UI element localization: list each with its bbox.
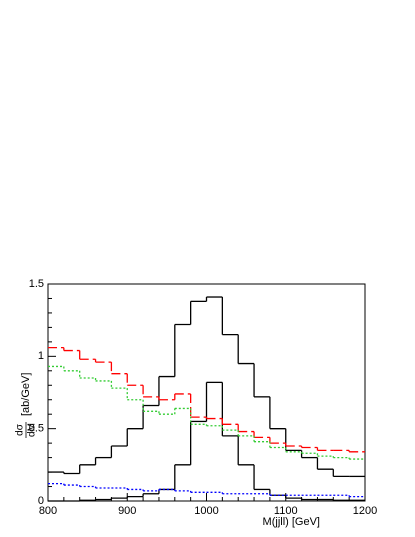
x-tick-label: 1200	[353, 505, 377, 517]
y-tick-label: 1.5	[29, 278, 44, 290]
x-tick-label: 1000	[194, 505, 218, 517]
y-label-numerator: dσ	[15, 423, 26, 436]
y-tick-label: 0.5	[29, 423, 44, 435]
y-tick-label: 1	[38, 350, 44, 362]
x-axis-label: M(jjll) [GeV]	[263, 516, 320, 528]
x-tick-label: 800	[39, 505, 57, 517]
y-tick-label: 0	[38, 495, 44, 507]
y-axis-label: dσ dM [ab/GeV]	[15, 373, 38, 438]
x-tick-label: 1100	[274, 505, 298, 517]
y-label-denominator: dM	[27, 423, 38, 437]
x-tick-label: 900	[118, 505, 136, 517]
y-label-unit: [ab/GeV]	[20, 373, 32, 416]
